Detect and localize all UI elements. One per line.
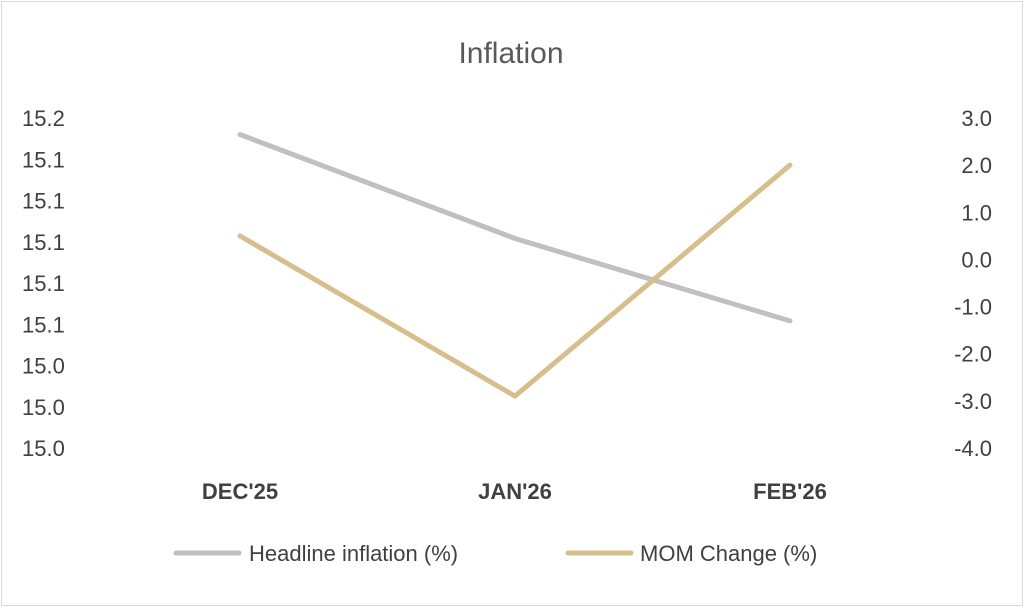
right-tick-label: -1.0 xyxy=(954,295,992,320)
left-tick-label: 15.2 xyxy=(22,106,65,131)
legend-label: MOM Change (%) xyxy=(640,541,817,566)
left-tick-label: 15.1 xyxy=(22,189,65,214)
right-tick-label: 0.0 xyxy=(961,247,992,272)
x-tick-label: DEC'25 xyxy=(202,479,278,504)
series-line-mom-change xyxy=(237,162,793,399)
left-tick-label: 15.0 xyxy=(22,436,65,461)
right-tick-label: 1.0 xyxy=(961,200,992,225)
right-tick-label: -4.0 xyxy=(954,436,992,461)
left-tick-label: 15.0 xyxy=(22,395,65,420)
right-tick-label: -2.0 xyxy=(954,342,992,367)
x-tick-label: FEB'26 xyxy=(753,479,827,504)
left-tick-label: 15.0 xyxy=(22,354,65,379)
chart-title: Inflation xyxy=(458,37,563,70)
right-axis-ticks: -4.0 -3.0 -2.0 -1.0 0.0 1.0 2.0 3.0 xyxy=(954,106,992,461)
x-tick-label: JAN'26 xyxy=(478,479,552,504)
x-axis-ticks: DEC'25 JAN'26 FEB'26 xyxy=(202,479,827,504)
right-tick-label: 2.0 xyxy=(961,153,992,178)
left-tick-label: 15.1 xyxy=(22,230,65,255)
series-line-headline-inflation xyxy=(237,132,793,324)
legend-label: Headline inflation (%) xyxy=(249,541,458,566)
left-axis-ticks: 15.0 15.0 15.0 15.1 15.1 15.1 15.1 15.1 15.2 xyxy=(22,106,65,461)
left-tick-label: 15.1 xyxy=(22,271,65,296)
series-lines xyxy=(237,132,793,399)
left-tick-label: 15.1 xyxy=(22,312,65,337)
right-tick-label: 3.0 xyxy=(961,106,992,131)
legend: Headline inflation (%) MOM Change (%) xyxy=(173,541,817,566)
right-tick-label: -3.0 xyxy=(954,389,992,414)
left-tick-label: 15.1 xyxy=(22,147,65,172)
